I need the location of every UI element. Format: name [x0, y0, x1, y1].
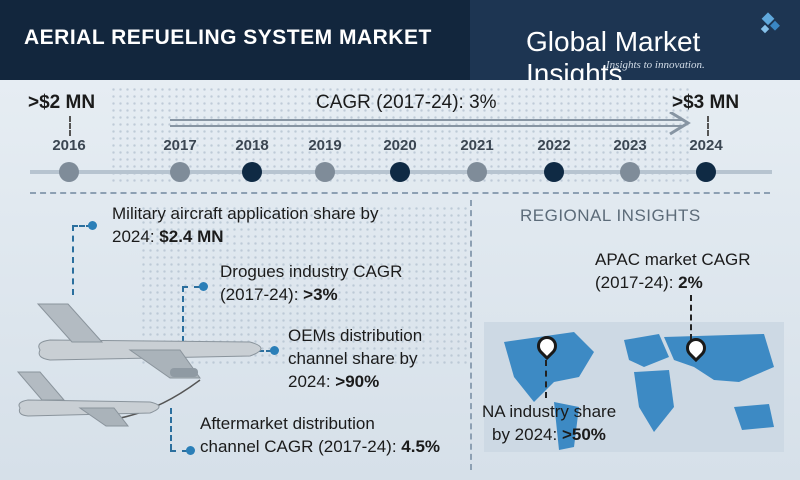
- drogues-line1: Drogues industry CAGR: [220, 262, 403, 281]
- drogues-connector-v: [182, 286, 184, 342]
- military-connector: [72, 225, 92, 227]
- company-logo: Global Market Insights Insights to innov…: [500, 8, 790, 89]
- world-map-shapes: [504, 332, 774, 450]
- apac-line1: APAC market CAGR: [595, 250, 751, 269]
- year-label-2024: 2024: [689, 137, 723, 154]
- section-divider: [30, 192, 770, 194]
- world-map-pattern-lower: [140, 205, 470, 365]
- end-leader: [707, 116, 709, 136]
- page-title: AERIAL REFUELING SYSTEM MARKET: [24, 26, 432, 49]
- start-value-label: >$2 MN: [28, 92, 96, 113]
- drogues-value: >3%: [303, 285, 338, 304]
- tanker-aircraft: [36, 303, 262, 419]
- aftermarket-dot: [186, 446, 195, 455]
- year-marker-2024: [696, 162, 716, 182]
- header-banner: AERIAL REFUELING SYSTEM MARKET Global Ma…: [0, 0, 800, 89]
- apac-line2: (2017-24):: [595, 273, 674, 292]
- start-leader: [69, 116, 71, 136]
- oems-line1: OEMs distribution: [288, 326, 423, 345]
- drogues-line2: (2017-24):: [220, 285, 299, 304]
- apac-value: 2%: [678, 273, 703, 292]
- aftermarket-value: 4.5%: [401, 437, 441, 456]
- oems-value: >90%: [335, 372, 380, 391]
- year-label-2020: 2020: [383, 137, 416, 154]
- year-label-2021: 2021: [460, 137, 493, 154]
- na-leader: [545, 360, 547, 398]
- na-line1: NA industry share: [482, 402, 617, 421]
- year-label-2023: 2023: [613, 137, 646, 154]
- oems-line2: channel share by: [288, 349, 418, 368]
- aircraft-illustration: [16, 303, 262, 427]
- military-connector-v: [72, 225, 74, 295]
- world-map: [484, 322, 784, 452]
- year-label-2016: 2016: [52, 137, 85, 154]
- year-marker-2022: [544, 162, 564, 182]
- military-fact: Military aircraft application share by 2…: [112, 202, 378, 248]
- year-label-2022: 2022: [537, 137, 570, 154]
- year-marker-2023: [620, 162, 640, 182]
- year-label-2018: 2018: [235, 137, 268, 154]
- receiver-aircraft: [16, 371, 160, 427]
- military-line2: 2024:: [112, 227, 155, 246]
- regional-heading: REGIONAL INSIGHTS: [520, 206, 701, 225]
- oems-line3: 2024:: [288, 372, 331, 391]
- aftermarket-line1: Aftermarket distribution: [200, 414, 375, 433]
- apac-leader: [690, 295, 692, 340]
- timeline-markers: 2016 2017 2018 2019 2020 2021 2022 2023 2024: [52, 137, 723, 182]
- aftermarket-line2: channel CAGR (2017-24):: [200, 437, 397, 456]
- year-marker-2021: [467, 162, 487, 182]
- military-line1: Military aircraft application share by: [112, 204, 379, 223]
- apac-fact: APAC market CAGR (2017-24): 2%: [595, 248, 751, 294]
- logo-diamond-icon: [760, 12, 780, 34]
- oems-fact: OEMs distribution channel share by 2024:…: [288, 324, 422, 393]
- year-marker-2017: [170, 162, 190, 182]
- column-divider: [470, 200, 472, 470]
- drogues-connector: [182, 286, 200, 288]
- year-marker-2018: [242, 162, 262, 182]
- aftermarket-fact: Aftermarket distribution channel CAGR (2…: [200, 412, 440, 458]
- year-label-2019: 2019: [308, 137, 341, 154]
- oems-dot: [270, 346, 279, 355]
- na-line2: by 2024:: [492, 425, 558, 444]
- na-fact: NA industry share by 2024: >50%: [482, 400, 616, 446]
- year-label-2017: 2017: [163, 137, 196, 154]
- after-connector-v: [170, 408, 172, 450]
- drogues-fact: Drogues industry CAGR (2017-24): >3%: [220, 260, 402, 306]
- na-value: >50%: [561, 425, 606, 444]
- logo-tagline: Insights to innovation.: [606, 59, 705, 71]
- year-marker-2019: [315, 162, 335, 182]
- military-value: $2.4 MN: [159, 227, 224, 246]
- title-band: [0, 0, 470, 80]
- cagr-arrow: [170, 112, 691, 136]
- after-connector: [170, 450, 188, 452]
- year-marker-2020: [390, 162, 410, 182]
- cagr-label: CAGR (2017-24): 3%: [316, 92, 497, 113]
- end-value-label: >$3 MN: [672, 92, 740, 113]
- year-marker-2016: [59, 162, 79, 182]
- military-dot: [88, 221, 97, 230]
- drogues-dot: [199, 282, 208, 291]
- oems-connector: [250, 350, 272, 352]
